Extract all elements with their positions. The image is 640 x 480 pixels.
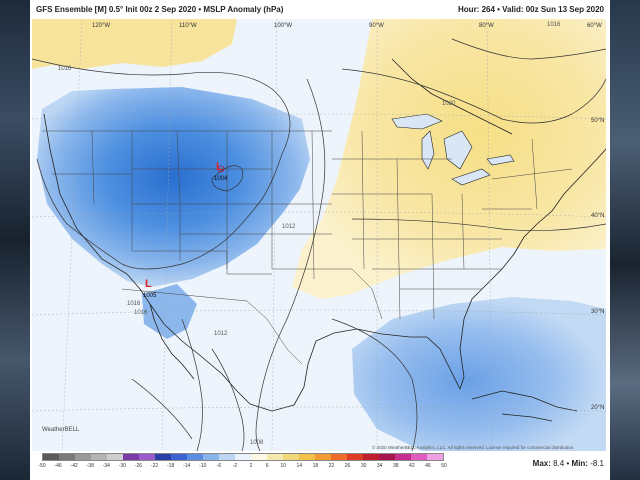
latitude-label: 40°N xyxy=(591,213,605,219)
colorbar-swatch xyxy=(59,454,75,460)
colorbar-tick-label: -38 xyxy=(86,463,94,469)
colorbar-tick-label: -10 xyxy=(199,463,207,469)
copyright-notice: © 2020 WeatherBELL Analytics, LLC. All r… xyxy=(372,445,575,450)
max-value: 8.4 xyxy=(553,459,565,468)
longitude-label: 90°W xyxy=(369,23,384,29)
colorbar-tick-label: 42 xyxy=(409,463,415,469)
colorbar-tick-label: 50 xyxy=(441,463,447,469)
colorbar-swatch xyxy=(203,454,219,460)
low-pressure-value: 1005 xyxy=(143,293,157,299)
colorbar-tick-label: -26 xyxy=(134,463,143,469)
colorbar-swatch xyxy=(43,454,59,460)
satellite-edge-left xyxy=(0,0,30,480)
longitude-label: 80°W xyxy=(479,23,494,29)
colorbar-swatch xyxy=(267,454,283,460)
map-labels: 120°W 110°W 100°W 90°W 80°W 60°W 50°N 40… xyxy=(32,19,606,451)
colorbar-ticks: -50 -46 -42 -38 -34 -30 -26 -22 -18 -14 -10 -6 -2 2 6 1… xyxy=(36,463,451,471)
colorbar-tick-label: 10 xyxy=(280,463,286,469)
colorbar-tick-label: -2 xyxy=(232,463,238,469)
colorbar-swatch xyxy=(155,454,171,460)
latitude-label: 30°N xyxy=(591,309,605,315)
latitude-label: 20°N xyxy=(591,405,605,411)
valid-time: Hour: 264 • Valid: 00z Sun 13 Sep 2020 xyxy=(458,5,604,14)
isobar-label: 1016 xyxy=(58,66,72,72)
colorbar-tick-label: 30 xyxy=(360,463,367,469)
isobar-label: 1016 xyxy=(134,310,148,316)
colorbar-tick-label: 46 xyxy=(425,463,431,469)
colorbar-swatch xyxy=(283,454,299,460)
colorbar-swatch xyxy=(379,454,395,460)
state-borders xyxy=(42,130,573,365)
colorbar-tick-label: 18 xyxy=(312,463,319,469)
colorbar-tick-label: 14 xyxy=(296,463,303,469)
max-min-separator: • xyxy=(566,459,570,468)
colorbar-tick-label: 34 xyxy=(376,463,383,469)
low-center-markers xyxy=(217,165,225,173)
colorbar-tick-label: -18 xyxy=(167,463,175,469)
colorbar-swatch xyxy=(123,454,139,460)
colorbar-swatch xyxy=(75,454,91,460)
longitude-label: 60°W xyxy=(587,23,602,29)
colorbar-swatch xyxy=(91,454,107,460)
map-title: GFS Ensemble [M] 0.5° Init 00z 2 Sep 202… xyxy=(36,5,284,14)
isobar-label: 1012 xyxy=(282,224,296,230)
colorbar-swatch xyxy=(299,454,315,460)
isobar-label: 1016 xyxy=(547,22,561,28)
coastlines xyxy=(43,58,606,422)
positive-anomaly-northwest xyxy=(32,19,237,69)
great-lakes xyxy=(391,113,515,186)
colorbar-swatch xyxy=(395,454,411,460)
longitude-label: 120°W xyxy=(92,23,111,29)
colorbar-tick-label: -14 xyxy=(183,463,191,469)
low-pressure-marker: L xyxy=(216,161,223,173)
longitude-label: 100°W xyxy=(274,23,293,29)
satellite-edge-right xyxy=(610,0,640,480)
min-label: Min: xyxy=(571,459,588,468)
anomaly-map xyxy=(32,19,606,451)
isobars xyxy=(32,38,606,451)
colorbar-tick-label: 2 xyxy=(249,463,253,469)
max-label: Max: xyxy=(532,459,551,468)
isobar-label: 1020 xyxy=(442,101,456,107)
colorbar-tick-label: -50 xyxy=(38,463,46,469)
colorbar-swatch xyxy=(107,454,123,460)
colorbar-tick-label: -22 xyxy=(150,463,159,469)
colorbar-tick-label: -6 xyxy=(216,463,222,469)
colorbar-swatch xyxy=(219,454,235,460)
colorbar-swatch xyxy=(427,454,443,460)
colorbar-tick-label: 26 xyxy=(344,463,351,469)
min-value: -8.1 xyxy=(590,459,604,468)
colorbar-tick-label: 6 xyxy=(265,463,269,469)
colorbar-tick-label: -30 xyxy=(118,463,127,469)
longitude-label: 110°W xyxy=(179,23,197,29)
colorbar-tick-label: -42 xyxy=(70,463,78,469)
colorbar-swatch xyxy=(187,454,203,460)
negative-anomaly-southeast xyxy=(352,297,606,451)
colorbar-swatch xyxy=(235,454,251,460)
colorbar-swatch xyxy=(331,454,347,460)
colorbar-tick-label: -34 xyxy=(102,463,110,469)
graticule xyxy=(32,19,606,451)
colorbar-swatch xyxy=(171,454,187,460)
isobar-label: 1012 xyxy=(214,331,228,337)
colorbar-tick-label: 22 xyxy=(328,463,335,469)
low-pressure-marker: L xyxy=(145,278,152,290)
isobar-label: 1008 xyxy=(250,440,264,446)
colorbar-tick-label: -46 xyxy=(54,463,62,469)
colorbar-swatch xyxy=(411,454,427,460)
colorbar-swatch xyxy=(347,454,363,460)
colorbar-swatch xyxy=(251,454,267,460)
max-min-readout: Max: 8.4 • Min: -8.1 xyxy=(533,459,604,468)
negative-anomaly-west xyxy=(37,87,310,287)
map-panel: GFS Ensemble [M] 0.5° Init 00z 2 Sep 202… xyxy=(30,0,610,480)
colorbar-swatch xyxy=(315,454,331,460)
colorbar-swatch xyxy=(139,454,155,460)
latitude-label: 50°N xyxy=(591,118,605,124)
low-pressure-value: 1004 xyxy=(214,176,228,182)
colorbar-swatch xyxy=(363,454,379,460)
isobar-label: 1016 xyxy=(127,301,141,307)
weatherbell-logo: WeatherBELL xyxy=(42,427,80,433)
colorbar xyxy=(42,453,444,461)
colorbar-tick-label: 38 xyxy=(392,463,399,469)
